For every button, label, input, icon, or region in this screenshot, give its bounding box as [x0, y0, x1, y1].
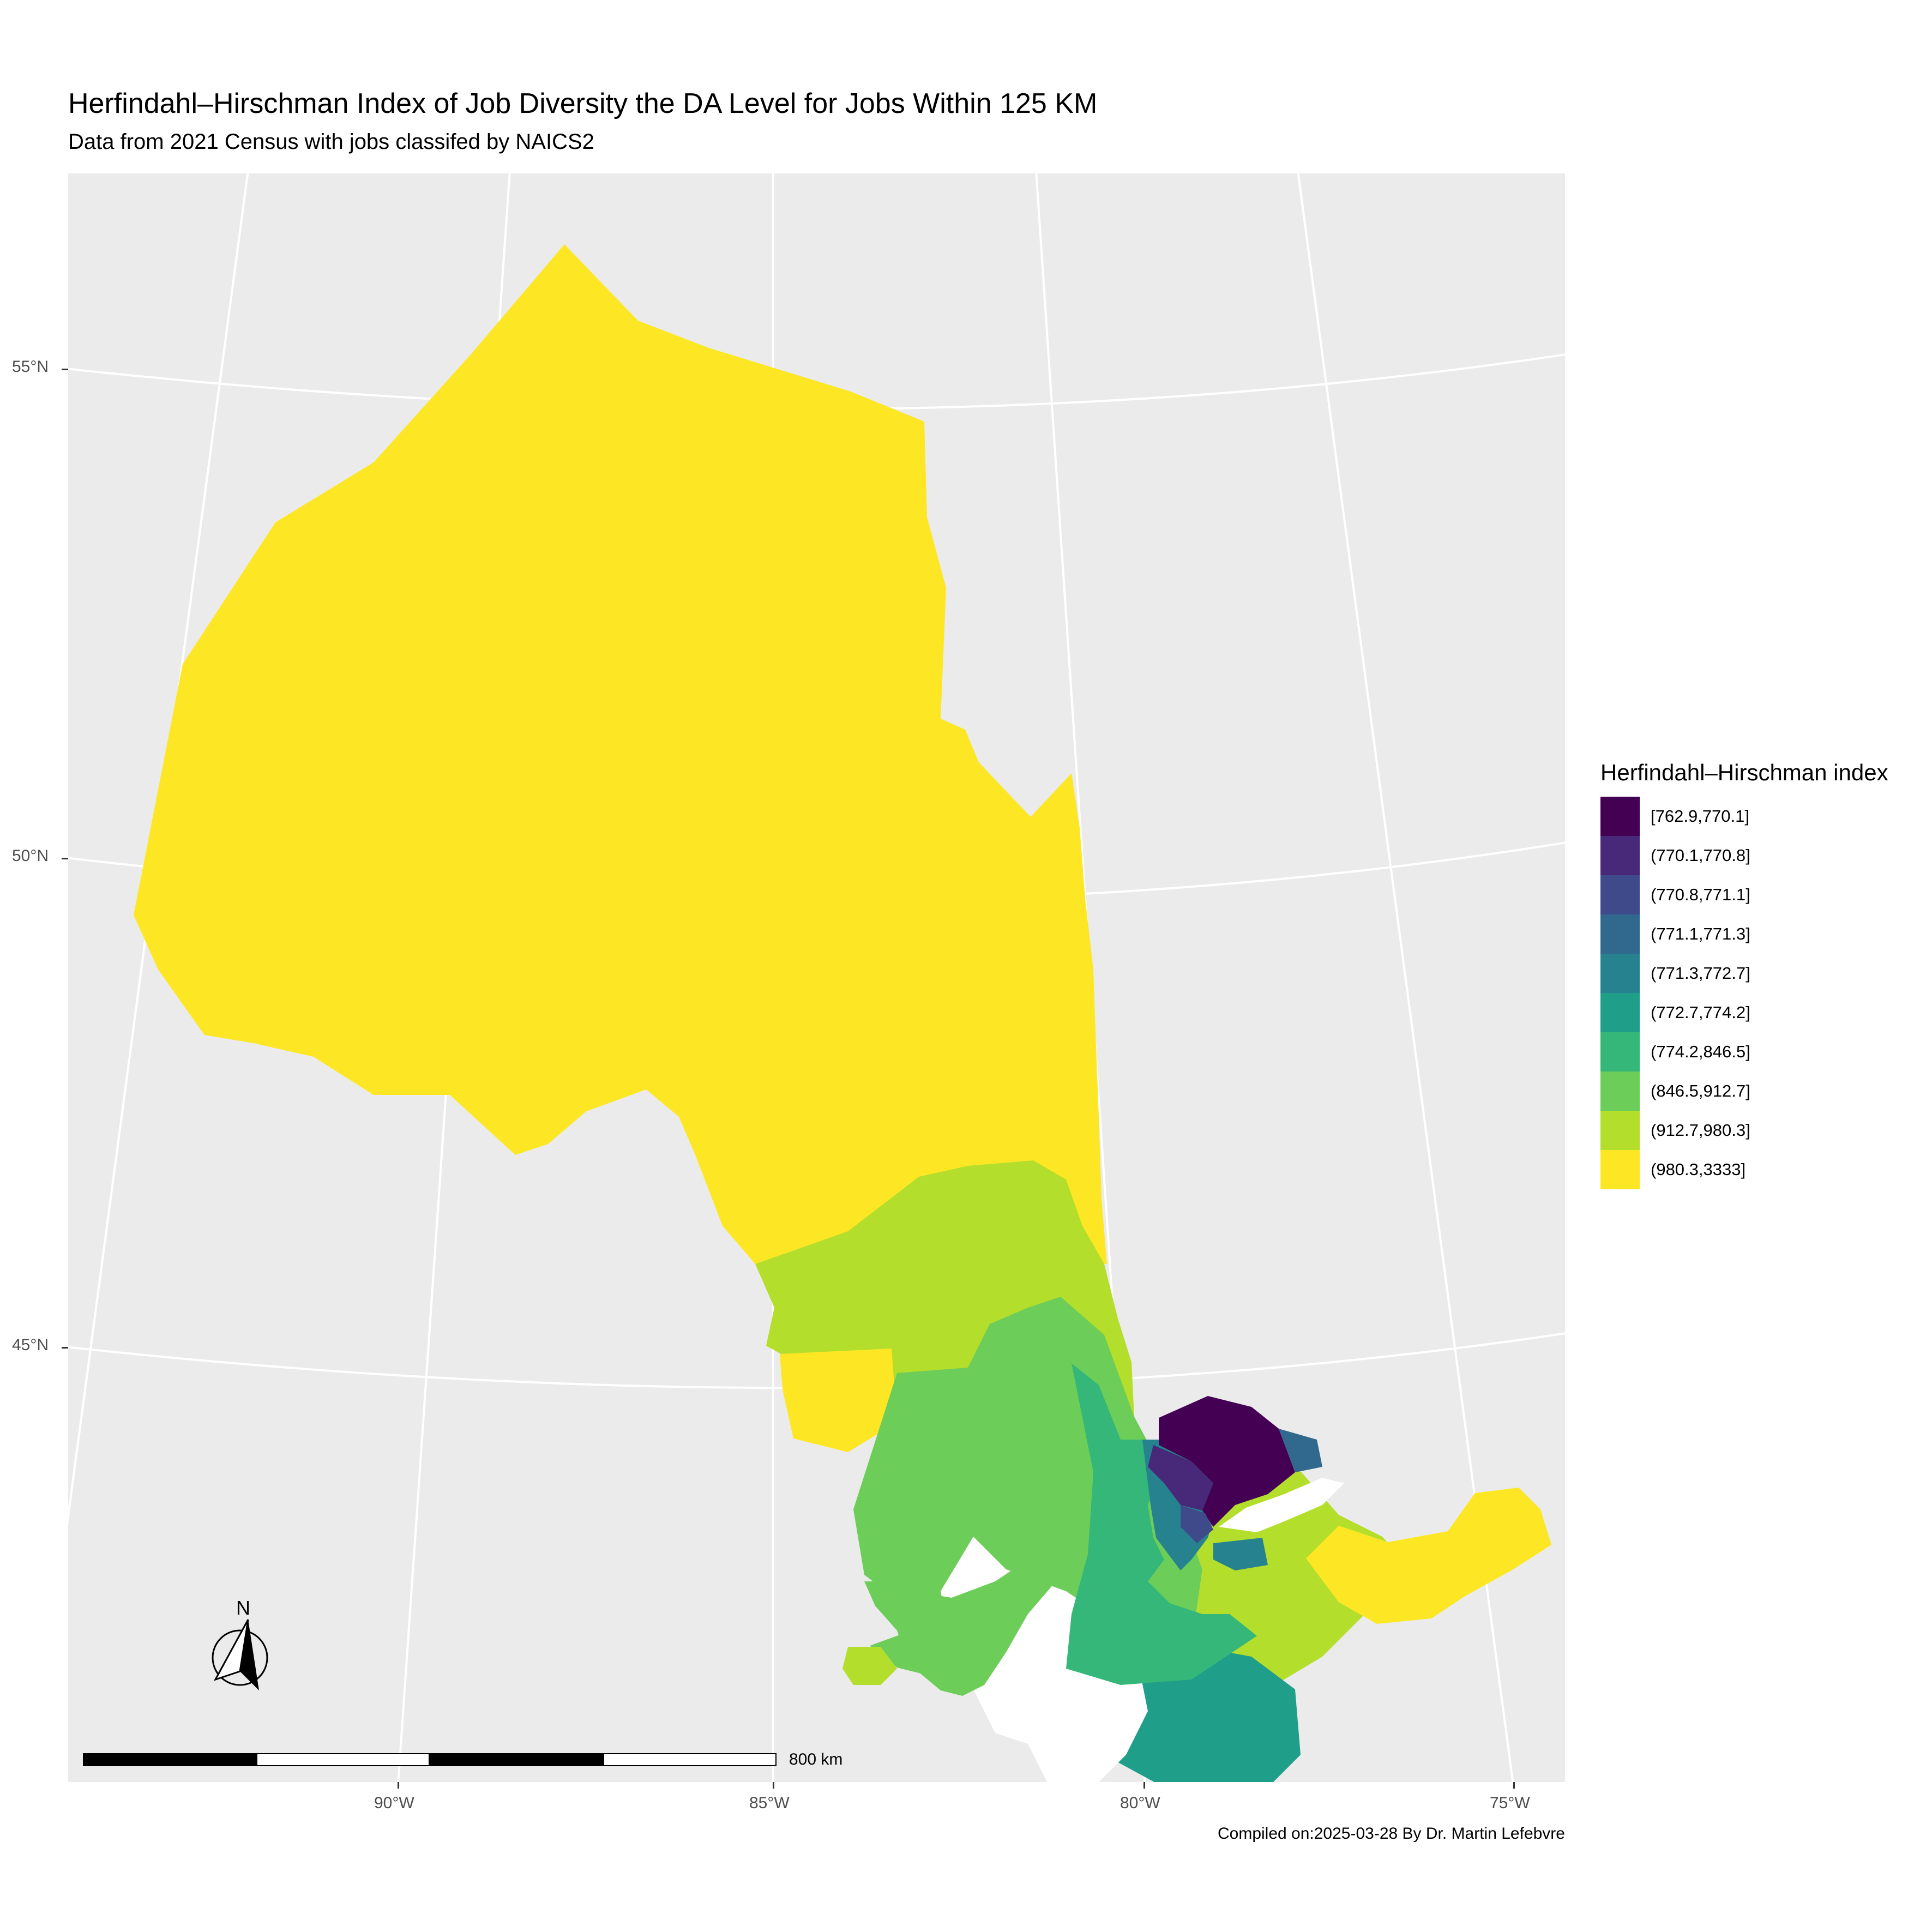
- legend-label: (770.8,771.1]: [1651, 885, 1750, 904]
- legend-swatch: [1600, 954, 1640, 993]
- legend-item: (771.3,772.7]: [1600, 954, 1888, 993]
- map-subtitle: Data from 2021 Census with jobs classife…: [68, 130, 594, 154]
- map-title: Herfindahl–Hirschman Index of Job Divers…: [68, 88, 1098, 119]
- region-durham: [1279, 1429, 1322, 1472]
- legend-swatch: [1600, 1032, 1640, 1072]
- lon-label-90: 90°W: [374, 1794, 414, 1812]
- scale-segment-2: [256, 1753, 430, 1766]
- lon-tick-90: [398, 1782, 399, 1789]
- legend-label: (912.7,980.3]: [1651, 1121, 1750, 1140]
- lon-tick-75: [1513, 1782, 1515, 1789]
- lon-label-80: 80°W: [1120, 1794, 1160, 1812]
- region-hamilton: [1181, 1505, 1213, 1543]
- legend-label: (771.3,772.7]: [1651, 964, 1750, 983]
- map-panel[interactable]: [68, 173, 1565, 1782]
- region-eastern: [1306, 1488, 1551, 1624]
- lat-tick-50: [62, 858, 68, 859]
- legend-label: (980.3,3333]: [1651, 1160, 1746, 1179]
- region-niagara: [1213, 1538, 1268, 1570]
- region-essex: [842, 1647, 897, 1685]
- lon-label-75: 75°W: [1490, 1794, 1530, 1812]
- lon-tick-80: [1143, 1782, 1145, 1789]
- lat-tick-55: [62, 369, 68, 370]
- legend-swatch: [1600, 836, 1640, 875]
- legend-label: (774.2,846.5]: [1651, 1042, 1750, 1061]
- legend-label: (846.5,912.7]: [1651, 1081, 1750, 1100]
- legend-item: (912.7,980.3]: [1600, 1111, 1888, 1150]
- region-far-north: [134, 244, 1107, 1264]
- legend-swatch: [1600, 993, 1640, 1032]
- legend-label: (772.7,774.2]: [1651, 1003, 1750, 1022]
- lake-ontario: [1219, 1478, 1344, 1532]
- legend-swatch: [1600, 1072, 1640, 1111]
- north-arrow-label: N: [236, 1597, 250, 1619]
- region-peel-halton: [1148, 1445, 1213, 1510]
- map-canvas: [68, 173, 1565, 1782]
- scale-bar-label: 800 km: [789, 1750, 843, 1768]
- scale-bar: [83, 1753, 777, 1766]
- legend-swatch: [1600, 797, 1640, 836]
- lat-label-45: 45°N: [12, 1336, 49, 1354]
- lat-label-55: 55°N: [12, 358, 49, 376]
- scale-segment-1: [83, 1753, 256, 1766]
- legend-swatch: [1600, 875, 1640, 914]
- legend-swatch: [1600, 914, 1640, 954]
- north-arrow-icon: [212, 1619, 268, 1690]
- scale-segment-3: [430, 1753, 603, 1766]
- legend-item: (771.1,771.3]: [1600, 914, 1888, 954]
- region-southwest: [864, 1407, 1099, 1696]
- legend-label: (770.1,770.8]: [1651, 846, 1750, 865]
- map-caption: Compiled on:2025-03-28 By Dr. Martin Lef…: [1217, 1825, 1565, 1843]
- legend-swatch: [1600, 1111, 1640, 1150]
- legend-item: (772.7,774.2]: [1600, 993, 1888, 1032]
- legend-item: (846.5,912.7]: [1600, 1072, 1888, 1111]
- legend-item: (774.2,846.5]: [1600, 1032, 1888, 1072]
- lon-tick-85: [773, 1782, 774, 1789]
- southern-ontario-canvas: [842, 1363, 1344, 1696]
- legend: Herfindahl–Hirschman index [762.9,770.1]…: [1600, 760, 1888, 1189]
- region-sault: [780, 1349, 897, 1452]
- lat-tick-45: [62, 1347, 68, 1349]
- legend-item: [762.9,770.1]: [1600, 797, 1888, 836]
- region-gta: [1159, 1396, 1295, 1527]
- scale-segment-4: [603, 1753, 777, 1766]
- lon-label-85: 85°W: [749, 1794, 790, 1812]
- legend-item: (980.3,3333]: [1600, 1150, 1888, 1189]
- legend-title: Herfindahl–Hirschman index: [1600, 760, 1888, 785]
- legend-item: (770.8,771.1]: [1600, 875, 1888, 914]
- legend-swatch: [1600, 1150, 1640, 1189]
- legend-label: (771.1,771.3]: [1651, 924, 1750, 943]
- region-grey-bruce: [1066, 1363, 1257, 1685]
- lat-label-50: 50°N: [12, 847, 49, 865]
- legend-label: [762.9,770.1]: [1651, 806, 1749, 826]
- legend-item: (770.1,770.8]: [1600, 836, 1888, 875]
- legend-items: [762.9,770.1] (770.1,770.8] (770.8,771.1] (…: [1600, 797, 1888, 1189]
